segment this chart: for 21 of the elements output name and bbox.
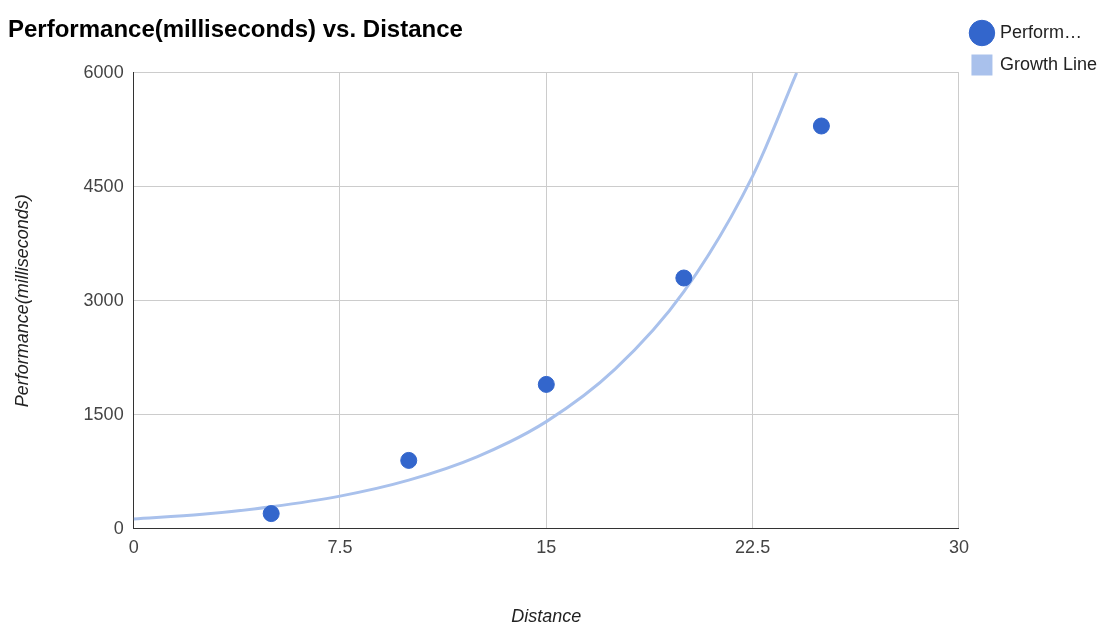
y-tick-label: 3000 [83,289,124,310]
point [537,375,555,393]
legend-label: Growth Line [999,53,1098,74]
point [812,117,830,135]
y-tick-label: 1500 [83,403,124,424]
point [262,505,280,523]
y-tick-label: 4500 [83,175,124,196]
x-tick-label: 15 [536,536,557,557]
x-axis-title: Distance [511,606,582,627]
y-axis-title: Performance(milliseconds) [11,194,32,408]
y-tick-label: 6000 [83,61,124,82]
legend-label: Perform… [999,21,1082,42]
x-tick-label: 30 [948,536,969,557]
x-tick-label: 22.5 [735,536,771,557]
chart-title: Performance(milliseconds) vs. Distance [8,15,463,43]
x-tick-label: 7.5 [327,536,353,557]
line-series [133,72,799,521]
y-tick-label: 0 [113,517,124,538]
point [400,451,418,469]
x-tick-label: 0 [128,536,139,557]
point [675,269,693,287]
